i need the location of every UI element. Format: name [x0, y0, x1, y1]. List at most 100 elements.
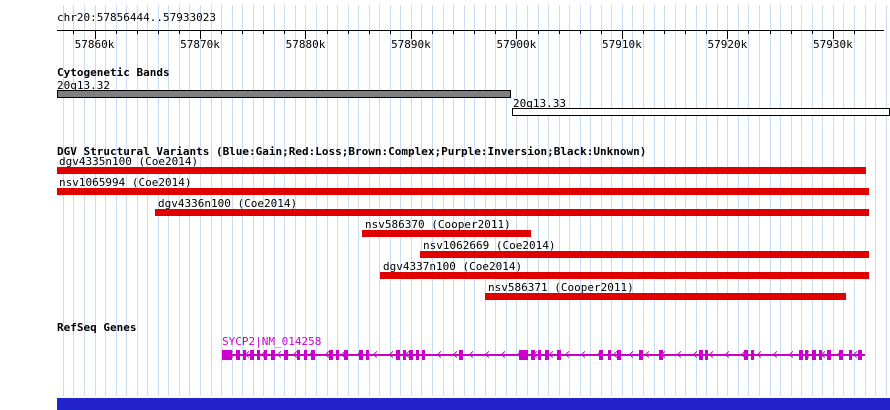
variant-bar[interactable]	[420, 251, 869, 258]
gene-exon[interactable]	[608, 350, 611, 360]
gridline	[421, 5, 423, 396]
variant-bar[interactable]	[57, 188, 869, 195]
cytoband-bar[interactable]	[57, 90, 511, 98]
gene-exon[interactable]	[639, 350, 643, 360]
gene-exon[interactable]	[416, 350, 419, 360]
gene-exon[interactable]	[243, 350, 246, 360]
ruler-tick-minor	[664, 30, 666, 34]
ruler-tick	[410, 30, 412, 39]
gene-strand-arrow	[724, 350, 733, 359]
ruler-tick-minor	[432, 30, 434, 34]
gridline	[294, 5, 296, 396]
gridline	[516, 5, 518, 396]
gridline	[537, 5, 539, 396]
gene-exon[interactable]	[744, 350, 748, 360]
gridline	[347, 5, 349, 396]
ruler-tick-minor	[474, 30, 476, 34]
gene-exon[interactable]	[336, 350, 339, 360]
gene-exon[interactable]	[705, 350, 708, 360]
variant-label: dgv4335n100 (Coe2014)	[59, 155, 199, 168]
gene-exon[interactable]	[284, 350, 288, 360]
gene-label: SYCP2|NM_014258	[222, 335, 322, 348]
gene-exon[interactable]	[409, 350, 413, 360]
gene-exon[interactable]	[304, 350, 307, 360]
gene-intron-line[interactable]	[222, 354, 865, 356]
ruler-tick-label: 57910k	[602, 38, 642, 51]
gene-exon[interactable]	[858, 350, 862, 360]
gene-exon[interactable]	[538, 350, 541, 360]
gene-exon[interactable]	[236, 350, 240, 360]
variant-bar[interactable]	[380, 272, 869, 279]
gene-exon[interactable]	[617, 350, 621, 360]
gene-exon[interactable]	[799, 350, 803, 360]
cytoband-bar[interactable]	[512, 108, 890, 116]
variant-label: nsv586371 (Cooper2011)	[488, 281, 634, 294]
ruler-tick	[621, 30, 623, 39]
gene-exon[interactable]	[297, 350, 300, 360]
gridline	[484, 5, 486, 396]
gridline	[94, 5, 96, 396]
gene-exon[interactable]	[366, 350, 369, 360]
gene-exon[interactable]	[344, 350, 348, 360]
gene-strand-arrow	[644, 350, 653, 359]
variant-label: dgv4337n100 (Coe2014)	[383, 260, 523, 273]
gene-exon[interactable]	[257, 350, 260, 360]
gridline	[664, 5, 666, 396]
gene-strand-arrow	[580, 350, 589, 359]
gene-strand-arrow	[484, 350, 493, 359]
gene-exon[interactable]	[812, 350, 816, 360]
gene-exon[interactable]	[819, 350, 822, 360]
ruler-tick-minor	[600, 30, 602, 34]
ruler-tick	[727, 30, 729, 39]
variant-bar[interactable]	[362, 230, 531, 237]
gene-exon[interactable]	[839, 350, 843, 360]
gridline	[273, 5, 275, 396]
gene-exon[interactable]	[699, 350, 703, 360]
ruler-tick-minor	[748, 30, 750, 34]
gene-exon[interactable]	[264, 350, 267, 360]
gene-exon[interactable]	[545, 350, 549, 360]
gridline	[358, 5, 360, 396]
gene-strand-arrow	[548, 350, 557, 359]
gene-exon[interactable]	[805, 350, 808, 360]
gridline	[178, 5, 180, 396]
gene-exon[interactable]	[271, 350, 275, 360]
gene-exon[interactable]	[422, 350, 425, 360]
variant-label: dgv4336n100 (Coe2014)	[158, 197, 298, 210]
gridline	[337, 5, 339, 396]
gene-strand-arrow	[708, 350, 717, 359]
gridline	[558, 5, 560, 396]
gene-strand-arrow	[564, 350, 573, 359]
gene-exon[interactable]	[250, 350, 254, 360]
gene-exon[interactable]	[599, 350, 603, 360]
bottom-blue-bar	[57, 398, 890, 410]
ruler-tick-label: 57880k	[285, 38, 326, 51]
gene-exon[interactable]	[827, 350, 831, 360]
gene-exon[interactable]	[849, 350, 852, 360]
variant-bar[interactable]	[485, 293, 846, 300]
gridline	[885, 5, 887, 396]
gene-exon[interactable]	[557, 350, 561, 360]
gridline	[843, 5, 845, 396]
ruler-tick-minor	[73, 30, 75, 34]
ruler-tick-minor	[263, 30, 265, 34]
variant-label: nsv586370 (Cooper2011)	[365, 218, 511, 231]
gene-exon[interactable]	[329, 350, 333, 360]
gene-exon[interactable]	[659, 350, 663, 360]
gene-exon[interactable]	[222, 350, 232, 360]
gene-exon[interactable]	[396, 350, 400, 360]
gridline	[136, 5, 138, 396]
gene-exon[interactable]	[531, 350, 535, 360]
ruler-tick	[832, 30, 834, 39]
gene-exon[interactable]	[519, 350, 528, 360]
gene-exon[interactable]	[359, 350, 363, 360]
gene-exon[interactable]	[459, 350, 463, 360]
variant-bar[interactable]	[155, 209, 869, 216]
gene-exon[interactable]	[751, 350, 754, 360]
gene-exon[interactable]	[403, 350, 406, 360]
variant-bar[interactable]	[57, 167, 866, 174]
ruler-tick-minor	[579, 30, 581, 34]
ruler-tick-minor	[284, 30, 286, 34]
gene-exon[interactable]	[311, 350, 315, 360]
gridline	[400, 5, 402, 396]
